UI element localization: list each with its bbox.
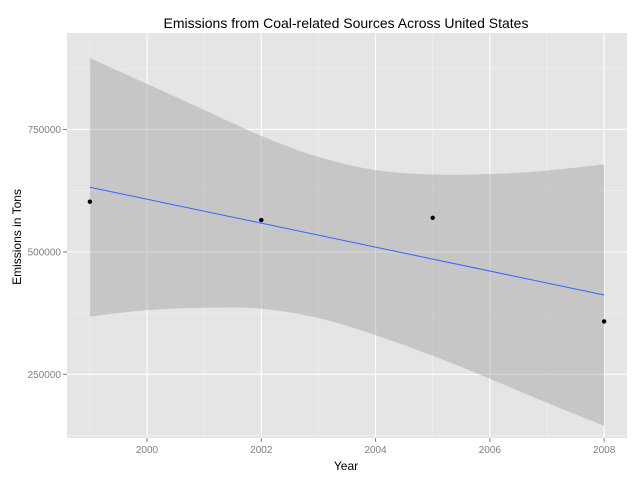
y-tick-label: 250000	[28, 370, 62, 381]
x-tick-label: 2000	[136, 445, 159, 456]
x-tick-label: 2008	[593, 445, 616, 456]
x-axis-ticks: 2000 2002 2004 2006 2008	[136, 438, 616, 456]
major-gridlines	[67, 33, 627, 438]
data-point-2008	[601, 319, 607, 324]
y-tick-label: 500000	[28, 247, 62, 258]
y-axis-title: Emissions in Tons	[10, 189, 24, 285]
plot-panel	[67, 33, 627, 438]
x-axis-title: Year	[334, 459, 358, 473]
data-points	[87, 199, 607, 324]
y-tick-label: 750000	[28, 125, 62, 136]
x-tick-label: 2006	[479, 445, 502, 456]
x-tick-label: 2002	[250, 445, 273, 456]
confidence-band	[89, 57, 605, 426]
trend-line	[89, 186, 605, 296]
chart-title: Emissions from Coal-related Sources Acro…	[164, 15, 529, 31]
data-point-2005	[430, 215, 435, 220]
x-tick-label: 2004	[364, 445, 387, 456]
data-point-1999	[87, 199, 93, 204]
y-axis-ticks: 250000 500000 750000	[28, 125, 67, 381]
data-point-2002	[259, 217, 264, 223]
